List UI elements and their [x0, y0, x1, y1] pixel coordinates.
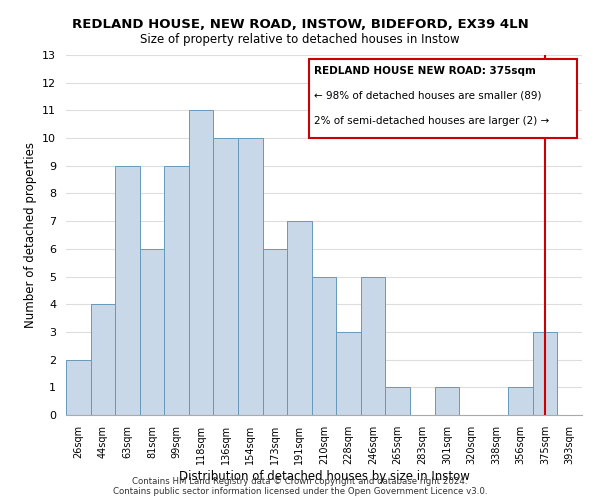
Text: Contains HM Land Registry data © Crown copyright and database right 2024.: Contains HM Land Registry data © Crown c… — [132, 477, 468, 486]
Bar — [115, 166, 140, 415]
Text: Contains public sector information licensed under the Open Government Licence v3: Contains public sector information licen… — [113, 487, 487, 496]
Bar — [238, 138, 263, 415]
X-axis label: Distribution of detached houses by size in Instow: Distribution of detached houses by size … — [179, 470, 469, 482]
Bar — [214, 138, 238, 415]
Bar — [434, 388, 459, 415]
Text: ← 98% of detached houses are smaller (89): ← 98% of detached houses are smaller (89… — [314, 91, 541, 101]
Bar — [140, 249, 164, 415]
Bar — [361, 276, 385, 415]
Text: 2% of semi-detached houses are larger (2) →: 2% of semi-detached houses are larger (2… — [314, 116, 549, 126]
Bar — [287, 221, 312, 415]
Bar — [91, 304, 115, 415]
Text: REDLAND HOUSE NEW ROAD: 375sqm: REDLAND HOUSE NEW ROAD: 375sqm — [314, 66, 536, 76]
Bar — [164, 166, 189, 415]
Bar — [312, 276, 336, 415]
Bar — [336, 332, 361, 415]
Bar — [66, 360, 91, 415]
Bar — [385, 388, 410, 415]
Bar — [533, 332, 557, 415]
Y-axis label: Number of detached properties: Number of detached properties — [23, 142, 37, 328]
Bar — [189, 110, 214, 415]
Bar — [263, 249, 287, 415]
Text: Size of property relative to detached houses in Instow: Size of property relative to detached ho… — [140, 32, 460, 46]
FancyBboxPatch shape — [308, 58, 577, 138]
Text: REDLAND HOUSE, NEW ROAD, INSTOW, BIDEFORD, EX39 4LN: REDLAND HOUSE, NEW ROAD, INSTOW, BIDEFOR… — [71, 18, 529, 30]
Bar — [508, 388, 533, 415]
